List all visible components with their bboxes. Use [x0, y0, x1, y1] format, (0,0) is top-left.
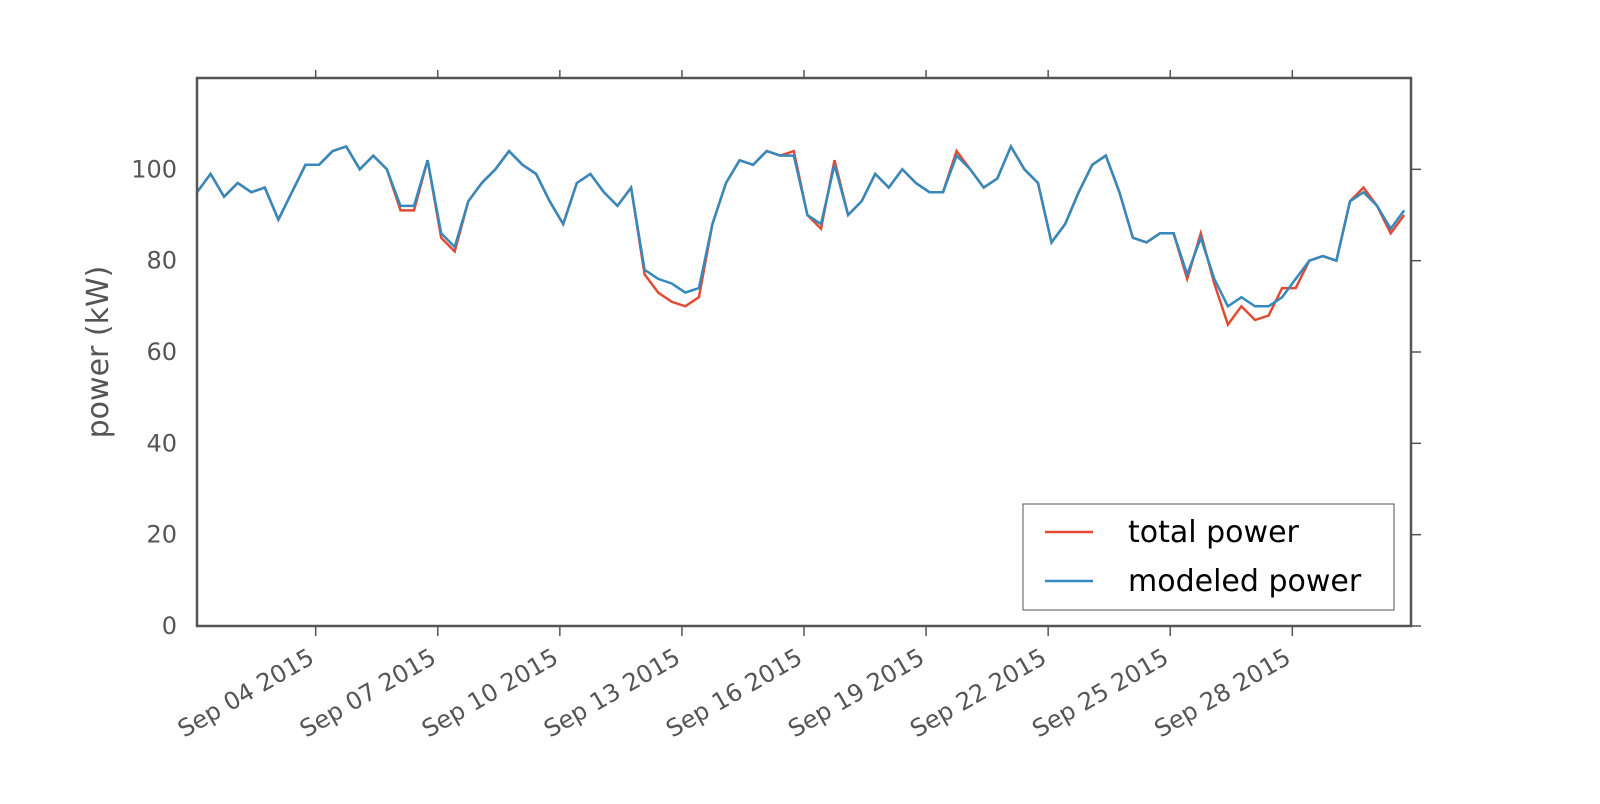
x-tick-label: Sep 04 2015 [173, 643, 319, 743]
x-tick-label: Sep 13 2015 [539, 643, 685, 743]
x-tick-label: Sep 16 2015 [661, 643, 807, 743]
y-tick-label: 60 [146, 338, 177, 366]
y-tick-label: 100 [131, 155, 177, 183]
legend-box [1022, 503, 1395, 611]
legend-label: total power [1128, 515, 1300, 550]
x-tick-label: Sep 28 2015 [1150, 643, 1296, 743]
x-tick-label: Sep 22 2015 [905, 643, 1051, 743]
x-tick-label: Sep 10 2015 [417, 643, 563, 743]
y-axis-label: power (kW) [81, 266, 116, 439]
legend-label: modeled power [1128, 564, 1362, 599]
y-tick-label: 80 [146, 247, 177, 275]
series-line [195, 143, 1406, 309]
y-tick-label: 40 [146, 429, 177, 457]
plot-frame [195, 76, 1413, 628]
x-tick-label: Sep 25 2015 [1028, 643, 1174, 743]
y-tick-label: 20 [146, 521, 177, 549]
y-tick-label: 0 [162, 612, 177, 640]
x-tick-label: Sep 19 2015 [783, 643, 929, 743]
x-tick-label: Sep 07 2015 [295, 643, 441, 743]
